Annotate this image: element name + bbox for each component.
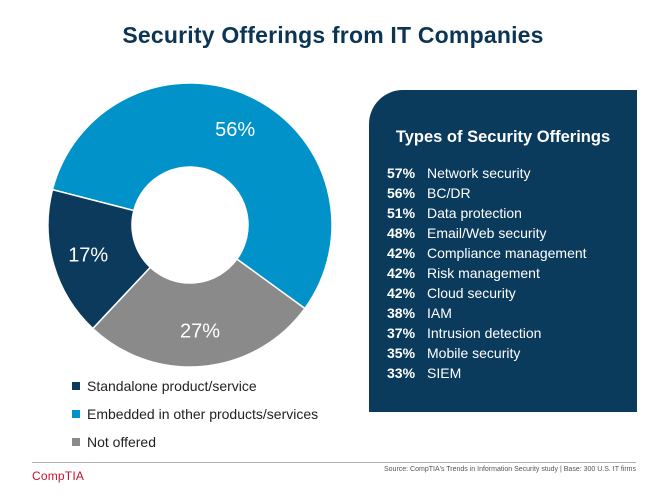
- offering-percent: 56%: [387, 185, 416, 201]
- panel-title: Types of Security Offerings: [395, 128, 611, 146]
- pie-slice-not-offered: [91, 258, 306, 368]
- footer-divider: [32, 462, 636, 463]
- slice-label: 56%: [215, 119, 255, 141]
- legend-label: Standalone product/service: [87, 378, 257, 394]
- offering-percent: 42%: [387, 245, 416, 261]
- legend-entry: Not offered: [72, 432, 318, 460]
- offering-percent: 33%: [387, 365, 416, 381]
- offering-item: 48% Email/Web security: [387, 223, 587, 243]
- offering-label: Mobile security: [427, 345, 521, 361]
- legend-entry: Embedded in other products/services: [72, 404, 318, 432]
- offering-label: Compliance management: [427, 245, 587, 261]
- offering-label: SIEM: [427, 365, 462, 381]
- offering-percent: 35%: [387, 345, 416, 361]
- legend-swatch: [72, 410, 80, 418]
- offering-item: 33% SIEM: [387, 363, 587, 383]
- offerings-panel: Types of Security Offerings 57% Network s…: [369, 90, 637, 412]
- brand-logo: CompTIA: [32, 469, 85, 483]
- offering-item: 57% Network security: [387, 163, 587, 183]
- donut-chart: 56% 27% 17%: [47, 82, 333, 368]
- offerings-list: 57% Network security 56% BC/DR 51% Data prote…: [387, 163, 587, 383]
- offering-percent: 42%: [387, 285, 416, 301]
- pie-slice-standalone-product-service: [47, 188, 152, 330]
- offering-item: 56% BC/DR: [387, 183, 587, 203]
- slice-label: 27%: [180, 321, 220, 343]
- chart-legend: Standalone product/service Embedded in ot…: [72, 376, 318, 460]
- offering-percent: 37%: [387, 325, 416, 341]
- offering-label: IAM: [427, 305, 452, 321]
- offering-label: BC/DR: [427, 185, 471, 201]
- offering-percent: 48%: [387, 225, 416, 241]
- slice-label: 17%: [68, 245, 108, 267]
- offering-label: Network security: [427, 165, 531, 181]
- offering-label: Risk management: [427, 265, 540, 281]
- offering-item: 38% IAM: [387, 303, 587, 323]
- offering-item: 35% Mobile security: [387, 343, 587, 363]
- legend-entry: Standalone product/service: [72, 376, 318, 404]
- pie-slice-embedded-in-other-products-services: [51, 82, 333, 310]
- offering-item: 42% Risk management: [387, 263, 587, 283]
- legend-label: Embedded in other products/services: [87, 406, 319, 422]
- offering-percent: 42%: [387, 265, 416, 281]
- offering-item: 42% Cloud security: [387, 283, 587, 303]
- offering-item: 51% Data protection: [387, 203, 587, 223]
- offering-label: Data protection: [427, 205, 522, 221]
- offering-percent: 57%: [387, 165, 416, 181]
- offering-percent: 38%: [387, 305, 416, 321]
- offering-label: Cloud security: [427, 285, 516, 301]
- chart-title: Security Offerings from IT Companies: [122, 22, 544, 48]
- offering-percent: 51%: [387, 205, 416, 221]
- offering-label: Email/Web security: [427, 225, 547, 241]
- legend-label: Not offered: [87, 434, 157, 450]
- legend-swatch: [72, 382, 80, 390]
- legend-swatch: [72, 438, 80, 446]
- offering-label: Intrusion detection: [427, 325, 542, 341]
- offering-item: 42% Compliance management: [387, 243, 587, 263]
- source-note: Source: CompTIA's Trends in Information …: [383, 466, 636, 473]
- offering-item: 37% Intrusion detection: [387, 323, 587, 343]
